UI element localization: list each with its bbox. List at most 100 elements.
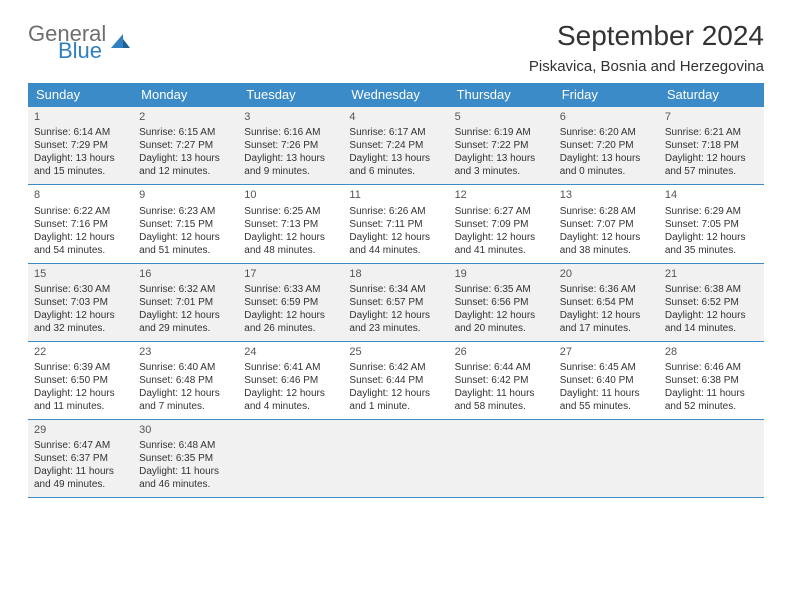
sunset-text: Sunset: 6:50 PM: [34, 374, 127, 387]
day-number: 10: [244, 188, 337, 202]
daylight-text: Daylight: 11 hours and 55 minutes.: [560, 387, 653, 413]
day-number: 21: [665, 267, 758, 281]
day-number: 5: [455, 110, 548, 124]
day-cell: 30Sunrise: 6:48 AMSunset: 6:35 PMDayligh…: [133, 420, 238, 497]
weekday-header: Saturday: [659, 83, 764, 107]
day-cell: 28Sunrise: 6:46 AMSunset: 6:38 PMDayligh…: [659, 342, 764, 419]
day-number: 2: [139, 110, 232, 124]
sunset-text: Sunset: 7:24 PM: [349, 139, 442, 152]
week-row: 22Sunrise: 6:39 AMSunset: 6:50 PMDayligh…: [28, 342, 764, 420]
week-row: 29Sunrise: 6:47 AMSunset: 6:37 PMDayligh…: [28, 420, 764, 498]
day-cell: 17Sunrise: 6:33 AMSunset: 6:59 PMDayligh…: [238, 264, 343, 341]
day-number: 18: [349, 267, 442, 281]
day-number: 25: [349, 345, 442, 359]
day-number: 7: [665, 110, 758, 124]
sunset-text: Sunset: 6:42 PM: [455, 374, 548, 387]
sunrise-text: Sunrise: 6:28 AM: [560, 205, 653, 218]
week-row: 1 Sunrise: 6:14 AMSunset: 7:29 PM Daylight…: [28, 107, 764, 185]
sunrise-text: Sunrise: 6:22 AM: [34, 205, 127, 218]
day-cell: 20Sunrise: 6:36 AMSunset: 6:54 PMDayligh…: [554, 264, 659, 341]
day-number: 27: [560, 345, 653, 359]
daylight-text: Daylight: 11 hours and 52 minutes.: [665, 387, 758, 413]
daylight-text: Daylight: 12 hours and 35 minutes.: [665, 231, 758, 257]
day-cell: [659, 420, 764, 497]
day-cell: 9Sunrise: 6:23 AMSunset: 7:15 PMDaylight…: [133, 185, 238, 262]
sunset-text: Sunset: 7:22 PM: [455, 139, 548, 152]
day-number: 4: [349, 110, 442, 124]
sunset-text: Sunset: 6:37 PM: [34, 452, 127, 465]
sunrise-text: Sunrise: 6:42 AM: [349, 361, 442, 374]
sunrise-text: Sunrise: 6:21 AM: [665, 126, 758, 139]
day-number: 11: [349, 188, 442, 202]
week-row: 8Sunrise: 6:22 AMSunset: 7:16 PMDaylight…: [28, 185, 764, 263]
daylight-text: Daylight: 12 hours and 51 minutes.: [139, 231, 232, 257]
day-number: 8: [34, 188, 127, 202]
day-cell: 23Sunrise: 6:40 AMSunset: 6:48 PMDayligh…: [133, 342, 238, 419]
daylight-text: Daylight: 12 hours and 7 minutes.: [139, 387, 232, 413]
day-cell: 29Sunrise: 6:47 AMSunset: 6:37 PMDayligh…: [28, 420, 133, 497]
day-number: 12: [455, 188, 548, 202]
header: General Blue September 2024 Piskavica, B…: [28, 20, 764, 75]
sunrise-text: Sunrise: 6:27 AM: [455, 205, 548, 218]
day-number: 26: [455, 345, 548, 359]
day-number: 22: [34, 345, 127, 359]
sunset-text: Sunset: 6:48 PM: [139, 374, 232, 387]
day-number: 19: [455, 267, 548, 281]
weekday-header: Friday: [554, 83, 659, 107]
weekday-header: Monday: [133, 83, 238, 107]
daylight-text: Daylight: 12 hours and 32 minutes.: [34, 309, 127, 335]
day-number: 30: [139, 423, 232, 437]
day-cell: 27 Sunrise: 6:45 AMSunset: 6:40 PMDayligh…: [554, 342, 659, 419]
sunrise-text: Sunrise: 6:39 AM: [34, 361, 127, 374]
day-cell: 19Sunrise: 6:35 AMSunset: 6:56 PMDayligh…: [449, 264, 554, 341]
day-cell: 12 Sunrise: 6:27 AMSunset: 7:09 PMDayligh…: [449, 185, 554, 262]
daylight-text: Daylight: 13 hours and 12 minutes.: [139, 152, 232, 178]
day-cell: 6Sunrise: 6:20 AMSunset: 7:20 PMDaylight…: [554, 107, 659, 184]
day-cell: 4Sunrise: 6:17 AMSunset: 7:24 PMDaylight…: [343, 107, 448, 184]
day-number: 13: [560, 188, 653, 202]
day-number: 14: [665, 188, 758, 202]
sunrise-text: Sunrise: 6:47 AM: [34, 439, 127, 452]
weekday-header: Tuesday: [238, 83, 343, 107]
day-cell: 13Sunrise: 6:28 AMSunset: 7:07 PMDayligh…: [554, 185, 659, 262]
sunset-text: Sunset: 7:05 PM: [665, 218, 758, 231]
sunset-text: Sunset: 6:40 PM: [560, 374, 653, 387]
sunset-text: Sunset: 6:38 PM: [665, 374, 758, 387]
logo: General Blue: [28, 20, 132, 62]
sunset-text: Sunset: 7:29 PM: [34, 139, 127, 152]
sunrise-text: Sunrise: 6:29 AM: [665, 205, 758, 218]
day-cell: 25Sunrise: 6:42 AMSunset: 6:44 PMDayligh…: [343, 342, 448, 419]
sunrise-text: Sunrise: 6:44 AM: [455, 361, 548, 374]
daylight-text: Daylight: 12 hours and 26 minutes.: [244, 309, 337, 335]
day-cell: 18Sunrise: 6:34 AMSunset: 6:57 PMDayligh…: [343, 264, 448, 341]
day-number: 1: [34, 110, 127, 124]
sunset-text: Sunset: 7:18 PM: [665, 139, 758, 152]
daylight-text: Daylight: 12 hours and 48 minutes.: [244, 231, 337, 257]
sunrise-text: Sunrise: 6:26 AM: [349, 205, 442, 218]
day-cell: 3Sunrise: 6:16 AMSunset: 7:26 PMDaylight…: [238, 107, 343, 184]
weekday-header: Sunday: [28, 83, 133, 107]
sunrise-text: Sunrise: 6:38 AM: [665, 283, 758, 296]
daylight-text: Daylight: 13 hours and 9 minutes.: [244, 152, 337, 178]
sunset-text: Sunset: 7:03 PM: [34, 296, 127, 309]
logo-triangle-icon: [110, 30, 132, 57]
day-cell: 5Sunrise: 6:19 AMSunset: 7:22 PMDaylight…: [449, 107, 554, 184]
sunrise-text: Sunrise: 6:14 AM: [34, 126, 127, 139]
sunset-text: Sunset: 7:11 PM: [349, 218, 442, 231]
sunrise-text: Sunrise: 6:45 AM: [560, 361, 653, 374]
sunrise-text: Sunrise: 6:30 AM: [34, 283, 127, 296]
day-cell: 21Sunrise: 6:38 AMSunset: 6:52 PMDayligh…: [659, 264, 764, 341]
day-number: 6: [560, 110, 653, 124]
daylight-text: Daylight: 12 hours and 11 minutes.: [34, 387, 127, 413]
sunset-text: Sunset: 7:09 PM: [455, 218, 548, 231]
daylight-text: Daylight: 11 hours and 58 minutes.: [455, 387, 548, 413]
sunset-text: Sunset: 7:26 PM: [244, 139, 337, 152]
daylight-text: Daylight: 13 hours and 3 minutes.: [455, 152, 548, 178]
daylight-text: Daylight: 12 hours and 57 minutes.: [665, 152, 758, 178]
sunset-text: Sunset: 6:52 PM: [665, 296, 758, 309]
sunrise-text: Sunrise: 6:23 AM: [139, 205, 232, 218]
daylight-text: Daylight: 12 hours and 1 minute.: [349, 387, 442, 413]
daylight-text: Daylight: 12 hours and 41 minutes.: [455, 231, 548, 257]
calendar-grid: Sunday Monday Tuesday Wednesday Thursday…: [28, 83, 764, 498]
day-number: 29: [34, 423, 127, 437]
